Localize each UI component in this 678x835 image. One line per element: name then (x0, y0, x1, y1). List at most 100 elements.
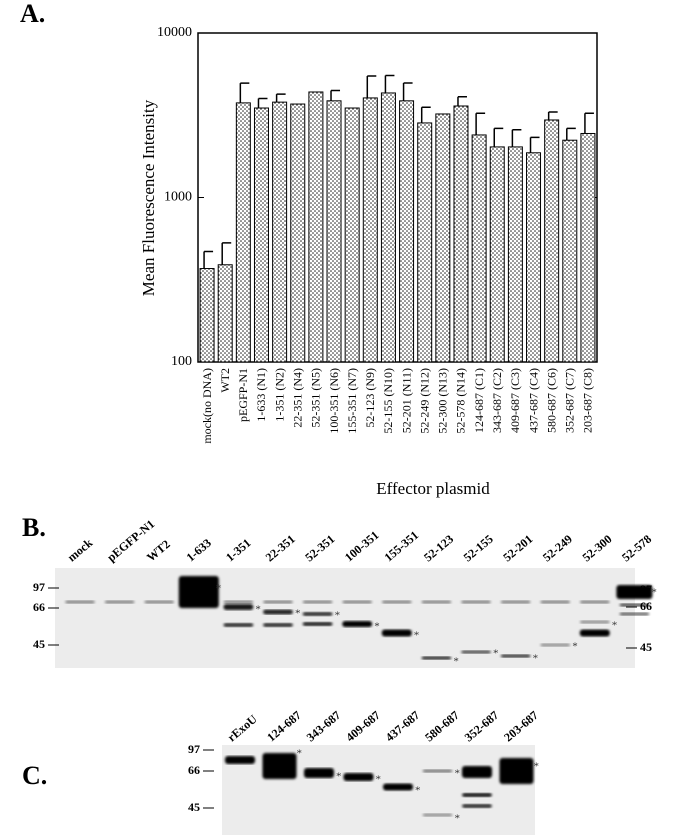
lane-label: 580-687 (422, 708, 462, 744)
x-tick-label: 155-351 (N7) (345, 368, 359, 434)
lane-label: 52-351 (302, 532, 337, 565)
lane-label: 1-351 (223, 536, 253, 565)
protein-band (178, 576, 219, 608)
x-tick-label: 203-687 (C8) (581, 368, 595, 433)
lane-label: 52-123 (421, 532, 456, 565)
protein-band (381, 600, 412, 604)
bar (544, 119, 560, 363)
bar (489, 146, 505, 363)
panel-label: C. (22, 761, 47, 790)
bar (471, 134, 487, 363)
bar (580, 132, 596, 363)
y-axis-label: Mean Fluorescence Intensity (139, 99, 158, 296)
asterisk: * (455, 813, 461, 825)
lane-label: WT2 (144, 537, 173, 564)
protein-band (499, 758, 534, 784)
protein-band (461, 650, 491, 654)
protein-band (619, 612, 650, 616)
error-bar (402, 82, 413, 101)
asterisk: * (493, 648, 499, 660)
asterisk: * (455, 768, 461, 780)
marker-label: 45 (33, 637, 45, 651)
protein-band (223, 600, 254, 604)
x-tick-label: 52-300 (N13) (436, 368, 450, 434)
lane-label: mock (65, 535, 96, 564)
asterisk: * (414, 630, 420, 642)
asterisk: * (612, 620, 618, 632)
bar (253, 107, 269, 363)
bar (272, 101, 288, 363)
protein-band (616, 585, 653, 599)
y-tick-label: 100 (171, 354, 192, 369)
asterisk: * (295, 608, 301, 620)
protein-band (540, 600, 571, 604)
bar (217, 264, 233, 363)
protein-band (302, 600, 333, 604)
bar (290, 103, 306, 363)
protein-band (579, 600, 610, 604)
x-tick-label: 124-687 (C1) (472, 368, 486, 433)
x-tick-label: 100-351 (N6) (327, 368, 341, 434)
asterisk: * (336, 771, 342, 783)
protein-band (302, 612, 333, 616)
protein-band (500, 600, 531, 604)
protein-band (383, 783, 413, 791)
protein-band (263, 623, 293, 627)
lane-label: 352-687 (462, 708, 502, 744)
lane-label: 52-578 (619, 532, 654, 565)
protein-band (462, 766, 492, 778)
error-bar (584, 112, 594, 134)
protein-band (540, 643, 571, 647)
protein-band (462, 804, 492, 808)
protein-band (263, 609, 293, 615)
lane-label: 22-351 (263, 532, 298, 565)
bar (399, 100, 415, 363)
protein-band (104, 600, 135, 604)
blot-membrane (55, 568, 635, 668)
x-tick-label: 52-201 (N11) (399, 368, 413, 433)
asterisk: * (335, 610, 341, 622)
error-bar (330, 89, 341, 101)
protein-band (619, 603, 650, 607)
protein-band (461, 600, 491, 604)
lane-label: 100-351 (342, 528, 382, 564)
lane-label: 52-201 (500, 532, 535, 565)
marker-label: 97 (33, 580, 45, 594)
asterisk: * (533, 653, 539, 665)
lane-label: 437-687 (383, 708, 423, 744)
bar (417, 122, 433, 363)
x-tick-label: 52-155 (N10) (381, 368, 395, 434)
x-tick-label: WT2 (218, 368, 232, 393)
error-bar (257, 97, 268, 109)
lane-label: 343-687 (304, 708, 344, 744)
x-tick-label: 22-351 (N4) (291, 368, 305, 428)
lane-label: 52-300 (579, 532, 614, 565)
bar (380, 92, 396, 363)
protein-band (342, 600, 373, 604)
asterisk: * (255, 604, 261, 616)
protein-band (343, 773, 374, 781)
error-bar (239, 82, 250, 103)
protein-band (422, 813, 453, 817)
protein-band (381, 629, 412, 637)
asterisk: * (453, 656, 459, 668)
error-bar (566, 127, 576, 141)
lane-label: 124-687 (264, 708, 304, 744)
protein-band (263, 600, 293, 604)
marker-label: 66 (188, 763, 200, 777)
asterisk: * (376, 774, 382, 786)
bar (526, 152, 542, 363)
x-axis-label: Effector plasmid (376, 479, 490, 498)
x-tick-label: 580-687 (C6) (544, 368, 558, 433)
lane-label: 155-351 (381, 528, 421, 564)
error-bar (529, 136, 540, 153)
protein-band (144, 600, 175, 604)
error-bar (384, 74, 395, 93)
lane-label: 409-687 (343, 708, 383, 744)
protein-band (223, 604, 254, 610)
x-tick-label: 343-687 (C2) (490, 368, 504, 433)
x-tick-label: 52-351 (N5) (309, 368, 323, 428)
error-bar (493, 127, 504, 147)
protein-band (500, 654, 531, 658)
error-bar (420, 106, 431, 123)
